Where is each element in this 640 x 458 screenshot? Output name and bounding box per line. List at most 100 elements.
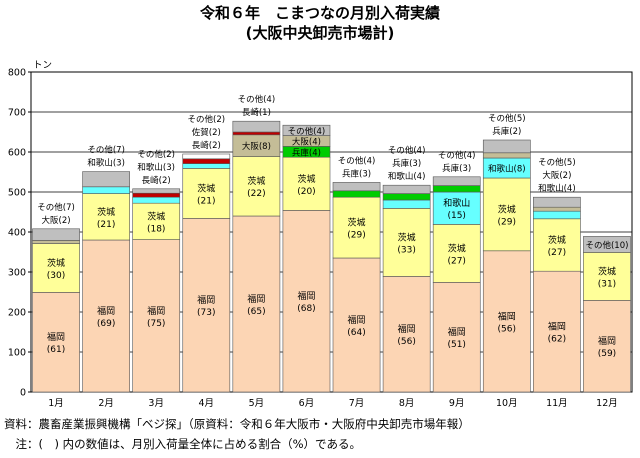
x-tick-label: 12月 [596,398,618,409]
bar-segment [232,131,281,136]
segment-label-name: 福岡 [598,335,616,347]
top-annotation: 兵庫(3) [342,168,371,179]
segment-label-name: 福岡 [47,331,65,343]
x-tick-label: 8月 [399,398,415,409]
segment-label-name: 福岡 [548,321,566,333]
x-tick-label: 2月 [98,398,114,409]
bar-segment [583,252,631,301]
bar-segment [232,120,281,133]
y-tick-label: 100 [8,348,26,359]
bar-segment [583,236,631,253]
segment-label-pct: (64) [347,328,365,338]
segment-label-name: 福岡 [398,323,416,335]
top-annotation: 佐賀(2) [192,127,221,138]
segment-label-name: 茨城 [448,242,466,254]
bar-segment [82,239,130,393]
segment-label-pct: (27) [447,256,465,266]
bar-segment [432,185,481,193]
segment-label-pct: (73) [197,308,215,318]
segment-label-pct: (15) [447,211,465,221]
bar-segment [533,196,581,208]
segment-label-pct: (59) [598,349,616,359]
top-annotation: その他(5) [538,157,576,168]
segment-label-pct: (21) [197,196,215,206]
top-annotation: その他(4) [438,150,476,161]
bar-segment [332,196,381,259]
segment-label-name: 福岡 [97,305,115,317]
bar-segment [382,193,431,201]
segment-label: その他(4) [288,126,326,137]
x-tick-label: 10月 [496,398,518,409]
bar-segment [282,156,331,211]
top-annotation: 兵庫(2) [492,126,521,137]
segment-label-pct: (30) [47,271,65,281]
segment-label-name: 和歌山 [443,197,470,209]
segment-label-pct: (18) [147,224,165,234]
x-tick-label: 5月 [249,398,265,409]
bar-segment [82,193,130,241]
segment-label-pct: (68) [297,304,315,314]
segment-label-pct: (62) [548,335,566,345]
bar-segment [332,190,381,198]
bar-segment [182,158,231,164]
y-tick-label: 300 [8,268,26,279]
segment-label: 大阪(8) [242,141,271,152]
top-annotation: 兵庫(3) [392,158,421,169]
segment-label-name: 茨城 [197,182,215,194]
top-annotation: その他(2) [188,114,226,125]
bar-segment [583,300,631,393]
segment-label-pct: (21) [97,220,115,230]
top-annotation: 長崎(2) [192,140,221,151]
x-tick-label: 9月 [449,398,465,409]
segment-label: 兵庫(4) [292,147,321,158]
bar-segment [482,250,531,393]
bar-segment [482,139,531,154]
segment-label-name: 福岡 [448,326,466,338]
bar-segment [533,218,581,272]
segment-label-name: 茨城 [598,265,616,277]
segment-label-pct: (20) [297,187,315,197]
bar-segment [482,177,531,252]
top-annotation: 長崎(1) [242,107,271,118]
y-tick-label: 600 [8,148,26,159]
y-tick-label: 500 [8,188,26,199]
segment-label: 大阪(4) [292,137,321,148]
chart-subtitle: (大阪中央卸売市場計) [245,24,395,42]
x-tick-label: 6月 [299,398,315,409]
segment-label-pct: (51) [447,340,465,350]
bar-segment [182,153,231,160]
bar-segment [432,176,481,186]
bar-segment [232,156,281,217]
bar-segment [432,224,481,283]
top-annotation: 和歌山(3) [137,162,175,173]
x-tick-label: 11月 [546,398,568,409]
bar-segment [533,270,581,393]
segment-label-name: 茨城 [348,217,366,229]
segment-label-name: 茨城 [147,210,165,222]
segment-label-name: 福岡 [498,310,516,322]
chart-title: 令和６年 こまつなの月別入荷実績 [199,4,440,22]
top-annotation: 和歌山(4) [388,171,426,182]
segment-label-pct: (31) [598,279,616,289]
segment-label-name: 福岡 [147,305,165,317]
bar-segment [533,206,581,212]
segment-label-pct: (56) [498,324,516,334]
top-annotation: その他(4) [238,94,276,105]
bar-segment [382,184,431,194]
top-annotation: 和歌山(4) [538,183,576,194]
bar-segment [282,210,331,393]
bar-segment [82,171,130,188]
y-tick-label: 800 [8,68,26,79]
top-annotation: その他(4) [338,155,376,166]
bar-segment [432,191,481,225]
segment-label-name: 福岡 [348,314,366,326]
notes: 資料：農畜産業振興機構「ベジ探」（原資料：令和６年大阪市・大阪府中央卸売市場年報… [4,414,470,454]
x-tick-label: 1月 [48,398,64,409]
bar-segment [482,152,531,159]
bar-segment [382,199,431,209]
bar-segment [132,192,181,198]
segment-label-name: 茨城 [247,175,265,187]
bar-segment [332,182,381,192]
segment-label: 和歌山(8) [488,164,526,175]
bar-segment [232,215,281,393]
